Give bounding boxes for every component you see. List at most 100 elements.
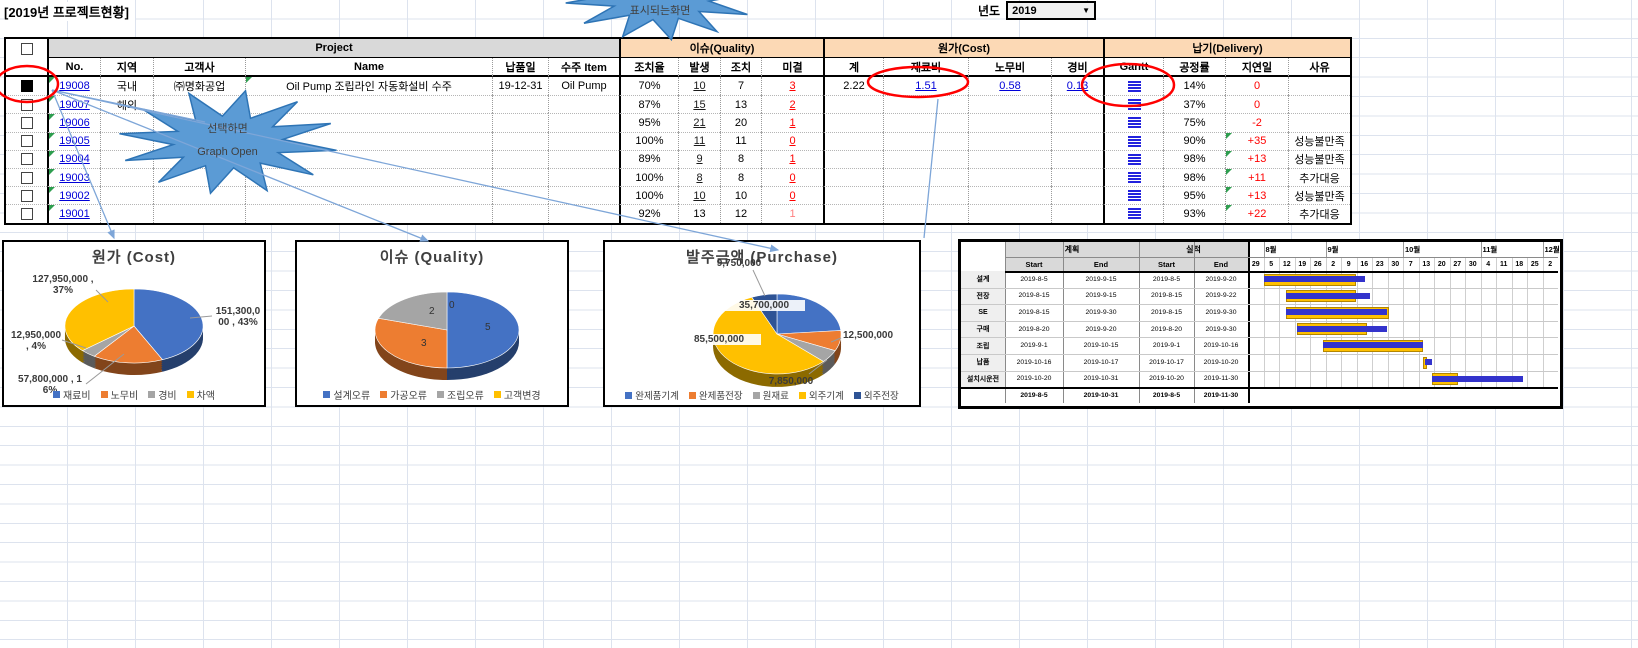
cell-cost-total xyxy=(823,167,883,187)
pie-data-label: 0 xyxy=(449,300,455,311)
open-issues-link[interactable]: 0 xyxy=(789,189,796,202)
cell-region xyxy=(100,186,153,205)
occurred-link[interactable]: 9 xyxy=(696,153,703,166)
gantt-icon[interactable] xyxy=(1127,190,1141,202)
gantt-day-label: 2 xyxy=(1548,260,1553,268)
group-header-1: 이슈(Quality) xyxy=(619,39,823,58)
cell-expense-cost xyxy=(1051,149,1103,168)
gantt-task-name: 납품 xyxy=(961,354,1005,371)
project-no-link[interactable]: 19007 xyxy=(59,98,90,111)
project-no-link[interactable]: 19004 xyxy=(59,153,90,166)
gantt-actual-bar xyxy=(1263,276,1366,282)
gantt-icon[interactable] xyxy=(1127,172,1141,184)
cell-gantt xyxy=(1103,167,1163,187)
column-header-11: 재료비 xyxy=(883,58,968,77)
column-header-1: 지역 xyxy=(100,58,153,77)
year-value: 2019 xyxy=(1012,4,1037,17)
cell-expense-cost xyxy=(1051,113,1103,132)
gantt-icon[interactable] xyxy=(1127,117,1141,129)
occurred-link[interactable]: 11 xyxy=(693,135,706,148)
cell-occurred: 9 xyxy=(678,149,720,168)
project-no-link[interactable]: 19003 xyxy=(59,171,90,184)
gantt-icon[interactable] xyxy=(1127,208,1141,220)
gantt-plan-start: 2019-8-15 xyxy=(1018,292,1050,300)
cell-region xyxy=(100,167,153,187)
page-title: [2019년 프로젝트현황] xyxy=(4,2,135,21)
legend-item: 차액 xyxy=(186,387,215,402)
project-no-link[interactable]: 19001 xyxy=(59,207,90,220)
gantt-task-name: 구매 xyxy=(961,320,1005,338)
select-all-checkbox[interactable] xyxy=(20,43,33,55)
gantt-plan-end: 2019-9-15 xyxy=(1085,275,1117,283)
edited-marker xyxy=(49,77,55,83)
checkbox-checked[interactable] xyxy=(20,80,33,93)
cell-open-issues: 3 xyxy=(761,77,823,96)
column-header-8: 조치 xyxy=(720,58,761,77)
gantt-day-label: 18 xyxy=(1515,260,1524,268)
cell-fixed: 20 xyxy=(720,113,761,132)
cell-cost-total xyxy=(823,186,883,205)
occurred-link[interactable]: 21 xyxy=(693,116,706,129)
open-issues-link[interactable]: 0 xyxy=(789,135,796,148)
open-issues-link[interactable]: 1 xyxy=(789,116,796,129)
open-issues-link[interactable]: 1 xyxy=(789,153,796,166)
row-select-checkbox-cell xyxy=(6,113,47,132)
cell-delay-days: +22 xyxy=(1225,204,1288,223)
gantt-task-name: 설치시운전 xyxy=(961,370,1005,388)
cell-occurred: 21 xyxy=(678,113,720,132)
cell-project-name xyxy=(245,186,492,205)
occurred-link[interactable]: 15 xyxy=(693,98,706,111)
cell-material-cost-link[interactable]: 1.51 xyxy=(915,80,937,93)
checkbox-unchecked[interactable] xyxy=(20,171,33,184)
checkbox-unchecked[interactable] xyxy=(20,207,33,220)
purchase-chart-legend: 완제품기계 완제품전장 원재료 외주기계 외주전장 xyxy=(605,388,919,402)
project-no-link[interactable]: 19005 xyxy=(59,135,90,148)
cell-material-cost xyxy=(883,167,968,187)
occurred-link[interactable]: 10 xyxy=(693,189,706,202)
cell-material-cost: 1.51 xyxy=(883,77,968,96)
cell-project-no: 19006 xyxy=(47,113,100,132)
checkbox-unchecked[interactable] xyxy=(20,116,33,129)
gantt-plan-start: 2019-8-20 xyxy=(1018,325,1050,333)
checkbox-unchecked[interactable] xyxy=(20,98,33,111)
gantt-icon[interactable] xyxy=(1127,135,1141,147)
checkbox-unchecked[interactable] xyxy=(20,189,33,202)
cell-project-name xyxy=(245,167,492,187)
cell-expense-cost xyxy=(1051,131,1103,150)
cell-region xyxy=(100,204,153,223)
open-issues-link[interactable]: 2 xyxy=(789,98,796,111)
cell-labor-cost xyxy=(968,113,1051,132)
cell-delay-days: 0 xyxy=(1225,77,1288,96)
legend-swatch xyxy=(323,391,331,398)
gantt-actual-bar xyxy=(1425,359,1432,365)
legend-swatch xyxy=(688,391,696,399)
gantt-icon[interactable] xyxy=(1127,80,1141,92)
open-issues-link[interactable]: 3 xyxy=(789,80,796,93)
gantt-icon[interactable] xyxy=(1127,99,1141,111)
occurred-link[interactable]: 10 xyxy=(693,80,706,93)
column-header-3: Name xyxy=(245,58,492,77)
cell-open-issues: 1 xyxy=(761,113,823,132)
gantt-actual-end: 2019-11-30 xyxy=(1203,375,1239,383)
year-dropdown[interactable]: 2019 ▼ xyxy=(1006,1,1097,20)
legend-item: 고객변경 xyxy=(493,387,541,402)
project-no-link[interactable]: 19006 xyxy=(59,116,90,129)
column-header-9: 미결 xyxy=(761,58,823,77)
cell-labor-cost-link[interactable]: 0.58 xyxy=(999,80,1021,93)
checkbox-unchecked[interactable] xyxy=(20,135,33,148)
project-no-link[interactable]: 19008 xyxy=(59,80,90,93)
cell-gantt xyxy=(1103,204,1163,223)
open-issues-link[interactable]: 0 xyxy=(789,171,796,184)
project-no-link[interactable]: 19002 xyxy=(59,189,90,202)
gantt-icon[interactable] xyxy=(1127,153,1141,165)
gantt-actual-header: 실적 xyxy=(1139,242,1248,257)
gantt-actual-end: 2019-10-20 xyxy=(1203,358,1239,366)
edited-marker xyxy=(49,96,55,103)
occurred-link[interactable]: 8 xyxy=(696,171,703,184)
cell-expense-cost-link[interactable]: 0.13 xyxy=(1066,80,1089,93)
row-select-checkbox-cell xyxy=(6,131,47,150)
gantt-plan-start: 2019-8-5 xyxy=(1020,275,1048,283)
cell-labor-cost xyxy=(968,95,1051,114)
cell-material-cost xyxy=(883,131,968,150)
checkbox-unchecked[interactable] xyxy=(20,153,33,166)
